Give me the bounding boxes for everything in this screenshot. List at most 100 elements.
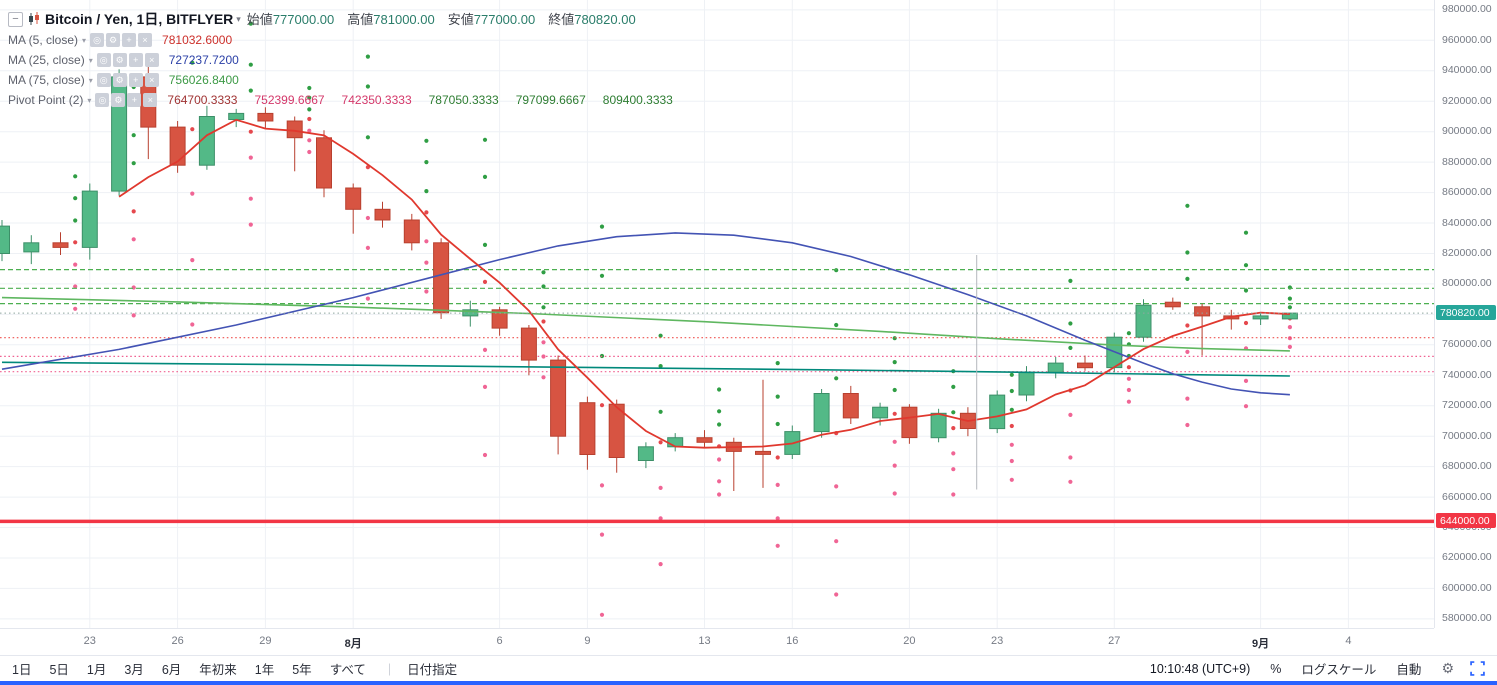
window-bottom-border [0, 681, 1497, 685]
price-axis-label: 860000.00 [1442, 186, 1492, 199]
clock-label[interactable]: 10:10:48 (UTC+9) [1149, 661, 1251, 676]
time-axis[interactable]: 23 26 29 8月 6 9 13 16 20 23 27 9月 4 [0, 628, 1434, 655]
settings-icon[interactable]: ⚙ [111, 93, 126, 107]
add-icon[interactable]: + [127, 93, 142, 107]
divider: | [387, 661, 392, 676]
chevron-down-icon: ▾ [87, 95, 92, 105]
add-icon[interactable]: + [128, 73, 143, 87]
eye-icon[interactable]: ◎ [95, 93, 110, 107]
price-axis-label: 820000.00 [1442, 246, 1492, 259]
last-price-badge: 780820.00 [1436, 305, 1496, 321]
toolbar-right: 10:10:48 (UTC+9) % ログスケール 自動 ⚙ [1150, 659, 1485, 678]
ohlc-label: 始値 [246, 12, 273, 27]
date-range-button[interactable]: 日付指定 [407, 663, 458, 677]
range-button-2[interactable]: 1月 [86, 663, 107, 677]
close-icon[interactable]: × [138, 33, 153, 47]
collapse-panel-icon[interactable]: − [8, 11, 23, 27]
eye-icon[interactable]: ◎ [96, 53, 111, 67]
ma75-line [1, 296, 1290, 352]
indicator-label[interactable]: Pivot Point (2) [8, 93, 84, 107]
symbol-row: − Bitcoin / Yen, 1日, BITFLYER ▾ 始値 777000… [8, 8, 690, 30]
ohlc-value: 777000.00 [473, 12, 536, 27]
price-axis[interactable]: 980000.00 960000.00 940000.00 920000.00 9000… [1434, 0, 1497, 628]
indicator-label[interactable]: MA (75, close) [8, 73, 85, 87]
ohlc-label: 高値 [347, 12, 374, 27]
indicator-label[interactable]: MA (25, close) [8, 53, 85, 67]
ohlc-label: 安値 [447, 12, 474, 27]
price-axis-label: 880000.00 [1442, 155, 1492, 168]
bottom-toolbar: 1日 5日 1月 3月 6月 年初来 1年 5年 すべて | 日付指定 10:10:48 (UT… [0, 655, 1497, 681]
log-scale-button[interactable]: ログスケール [1301, 663, 1377, 677]
ohlc-label: 終値 [548, 12, 575, 27]
chevron-down-icon: ▾ [88, 75, 93, 85]
gear-icon[interactable]: ⚙ [1441, 660, 1454, 676]
add-icon[interactable]: + [122, 33, 137, 47]
range-button-7[interactable]: 5年 [292, 663, 312, 677]
close-icon[interactable]: × [144, 73, 159, 87]
range-selector: 1日 5日 1月 3月 6月 年初来 1年 5年 すべて | 日付指定 [12, 659, 475, 678]
time-axis-label: 9月 [1252, 638, 1270, 650]
ohlc-pair: 終値780820.00 [548, 12, 635, 27]
settings-icon[interactable]: ⚙ [112, 73, 127, 87]
indicator-value: 787050.3333 [428, 93, 499, 107]
indicator-value: 797099.6667 [515, 93, 586, 107]
range-button-6[interactable]: 1年 [254, 663, 275, 677]
time-axis-label: 9 [584, 635, 591, 647]
price-axis-label: 800000.00 [1442, 277, 1492, 290]
price-axis-label: 920000.00 [1442, 94, 1492, 107]
chevron-down-icon[interactable]: ▾ [236, 13, 241, 24]
ohlc-pair: 安値777000.00 [448, 12, 535, 27]
ohlc-value: 780820.00 [574, 12, 636, 27]
candles [0, 64, 1298, 491]
ohlc-pair: 高値781000.00 [347, 12, 434, 27]
percent-scale-button[interactable]: % [1270, 661, 1282, 676]
close-icon[interactable]: × [144, 53, 159, 67]
fullscreen-icon[interactable] [1470, 661, 1485, 676]
price-axis-label: 760000.00 [1442, 338, 1492, 351]
time-axis-label: 13 [698, 635, 711, 647]
indicator-value: 764700.3333 [167, 93, 238, 107]
add-icon[interactable]: + [128, 53, 143, 67]
indicator-row: MA (75, close) ▾ ◎ ⚙ + × 756026.8400 [8, 70, 690, 90]
time-axis-label: 20 [903, 635, 916, 647]
indicator-actions: ◎ ⚙ + × [90, 33, 154, 47]
price-axis-label: 720000.00 [1442, 399, 1492, 412]
range-button-1[interactable]: 5日 [49, 663, 69, 677]
pivot-dots [73, 21, 1292, 617]
settings-icon[interactable]: ⚙ [112, 53, 127, 67]
range-button-4[interactable]: 6月 [161, 663, 182, 677]
price-axis-label: 840000.00 [1442, 216, 1492, 229]
range-button-3[interactable]: 3月 [124, 663, 144, 677]
range-button-8[interactable]: すべて [329, 663, 366, 677]
ohlc-values: 始値 777000.00 高値781000.00 安値777000.00 終値78082… [247, 9, 649, 29]
eye-icon[interactable]: ◎ [96, 73, 111, 87]
indicator-label[interactable]: MA (5, close) [8, 33, 79, 47]
chevron-down-icon: ▾ [82, 35, 87, 45]
indicator-row: Pivot Point (2) ▾ ◎ ⚙ + × 764700.3333 752399.66… [8, 90, 690, 110]
time-axis-label: 26 [171, 635, 184, 647]
price-axis-label: 600000.00 [1442, 581, 1492, 594]
price-axis-label: 900000.00 [1442, 125, 1492, 138]
price-axis-label: 700000.00 [1442, 429, 1492, 442]
legend: − Bitcoin / Yen, 1日, BITFLYER ▾ 始値 777000… [8, 8, 690, 110]
price-axis-label: 680000.00 [1442, 460, 1492, 473]
symbol-title[interactable]: Bitcoin / Yen, 1日, BITFLYER [45, 11, 234, 27]
time-axis-label: 29 [259, 635, 272, 647]
indicator-value: 742350.3333 [341, 93, 412, 107]
range-button-5[interactable]: 年初来 [199, 663, 237, 677]
time-axis-label: 23 [991, 635, 1004, 647]
indicator-value: 727237.7200 [168, 53, 239, 67]
time-axis-label: 4 [1345, 635, 1352, 647]
auto-scale-button[interactable]: 自動 [1396, 663, 1422, 677]
settings-icon[interactable]: ⚙ [106, 33, 121, 47]
price-chart[interactable] [0, 0, 1434, 628]
eye-icon[interactable]: ◎ [90, 33, 105, 47]
indicator-value: 781032.6000 [162, 33, 233, 47]
close-icon[interactable]: × [143, 93, 158, 107]
time-axis-label: 23 [83, 635, 96, 647]
price-axis-label: 960000.00 [1442, 33, 1492, 46]
price-axis-label: 940000.00 [1442, 64, 1492, 77]
range-button-0[interactable]: 1日 [12, 663, 32, 677]
indicator-actions: ◎ ⚙ + × [96, 73, 161, 87]
